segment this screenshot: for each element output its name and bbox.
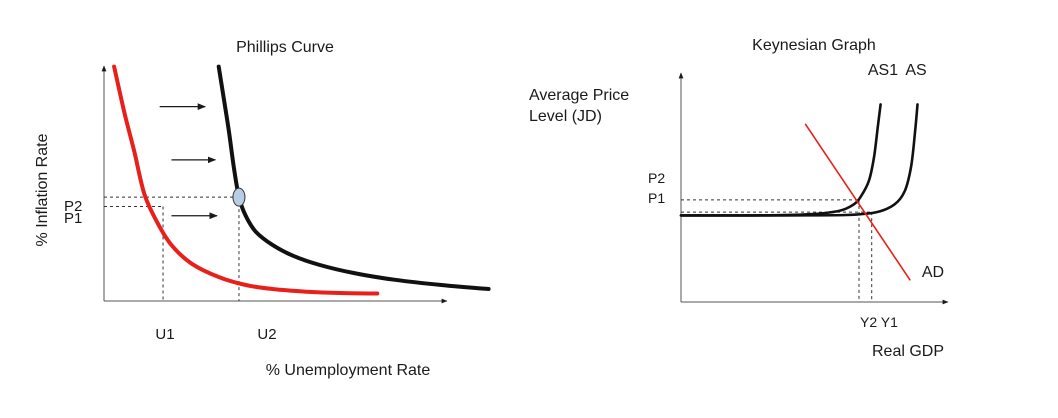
keynesian-title: Keynesian Graph [752,37,876,54]
phillips-series [112,64,491,296]
phillips-xtick-u2: U2 [257,326,276,343]
phillips-guide-lines [104,196,240,301]
keynesian-ylabel-line1: Average Price [529,87,629,104]
keynesian-series-label-as1: AS1 [868,62,898,79]
phillips-xtick-u1: U1 [155,326,174,343]
keynesian-ytick-p2: P2 [648,170,665,186]
keynesian-curve-ad [804,123,911,281]
phillips-points [232,187,246,207]
keynesian-series [679,103,919,281]
keynesian-series-label-ad: AD [922,264,944,281]
phillips-title: Phillips Curve [236,39,334,56]
keynesian-xlabel: Real GDP [872,343,944,360]
phillips-chart: Phillips Curve P2 P1 U1 U2 % Unemploymen… [34,39,491,379]
keynesian-xtick-y2-y1: Y2 Y1 [860,314,898,330]
phillips-ytick-p1: P1 [64,210,82,227]
keynesian-chart: Keynesian Graph Average Price Level (JD)… [529,37,949,360]
phillips-curve-original [112,64,380,296]
phillips-xlabel: % Unemployment Rate [266,362,431,379]
keynesian-ylabel-line2: Level (JD) [529,108,602,125]
keynesian-ytick-p1: P1 [648,190,665,206]
keynesian-guide-lines [681,199,873,302]
keynesian-curve-as1 [679,103,882,217]
phillips-curve-shifted [216,64,491,291]
phillips-point-1 [232,187,246,207]
phillips-ylabel: % Inflation Rate [34,133,51,246]
keynesian-curve-as [679,103,919,217]
keynesian-series-label-as: AS [905,62,926,79]
phillips-ytick-p2: P2 [64,198,82,215]
phillips-shift-arrows [159,103,218,220]
